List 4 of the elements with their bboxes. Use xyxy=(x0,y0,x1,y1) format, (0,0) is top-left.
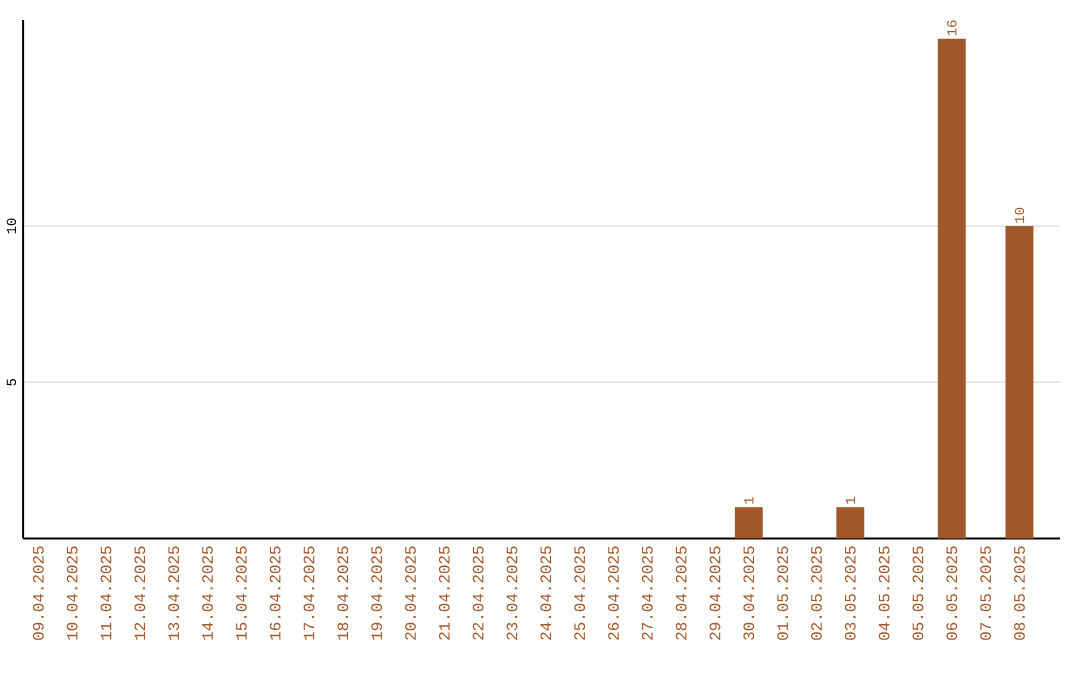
bar xyxy=(734,507,763,539)
bar xyxy=(836,507,865,539)
bar xyxy=(937,38,966,539)
bar xyxy=(1005,226,1034,539)
